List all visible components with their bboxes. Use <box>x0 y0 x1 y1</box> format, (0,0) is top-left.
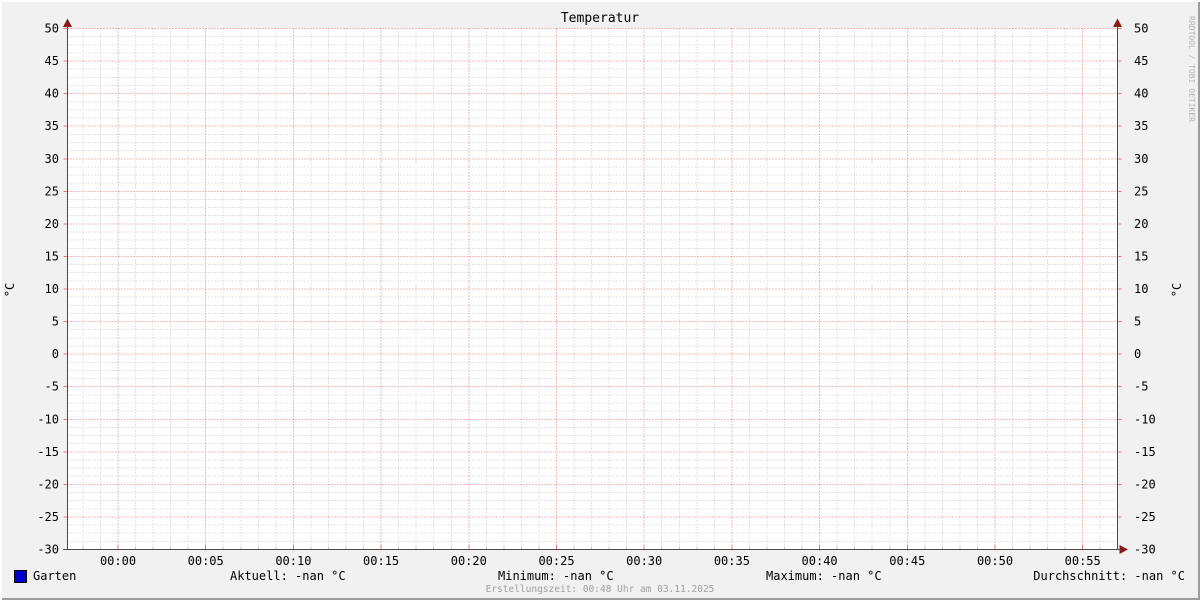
x-tick-label: 00:45 <box>889 554 925 568</box>
y-tick-label-left: -20 <box>37 477 59 491</box>
x-tick-label: 00:50 <box>977 554 1013 568</box>
y-tick-label-right: -15 <box>1134 445 1156 459</box>
y-tick-label-right: -10 <box>1134 412 1156 426</box>
legend-stat-maximum: Maximum: -nan °C <box>766 569 882 583</box>
y-tick-label-left: 35 <box>45 119 59 133</box>
y-tick-label-left: -15 <box>37 445 59 459</box>
y-tick-label-right: 45 <box>1134 54 1148 68</box>
y-tick-label-right: -25 <box>1134 510 1156 524</box>
y-tick-label-left: 50 <box>45 22 59 36</box>
y-tick-label-left: 0 <box>52 347 59 361</box>
x-tick-labels: 00:00 00:05 00:10 00:15 00:20 00:25 00:30 00:35… <box>100 554 1101 568</box>
y-tick-label-right: 30 <box>1134 152 1148 166</box>
y-tick-label-left: -5 <box>45 380 59 394</box>
x-tick-label: 00:05 <box>188 554 224 568</box>
legend-color-swatch <box>14 570 27 583</box>
x-tick-label: 00:40 <box>802 554 838 568</box>
y-tick-label-right: -30 <box>1134 543 1156 557</box>
y-tick-label-left: 10 <box>45 282 59 296</box>
x-tick-label: 00:30 <box>626 554 662 568</box>
y-tick-label-right: 25 <box>1134 184 1148 198</box>
legend-stat-aktuell: Aktuell: -nan °C <box>230 569 346 583</box>
y-tick-label-left: 30 <box>45 152 59 166</box>
y-tick-label-left: 15 <box>45 249 59 263</box>
x-tick-label: 00:10 <box>275 554 311 568</box>
axes <box>63 22 1123 550</box>
minor-gridlines <box>67 28 1118 550</box>
rrdtool-watermark: RRDTOOL / TOBI OETIKER <box>1187 16 1196 122</box>
y-tick-label-left: 40 <box>45 87 59 101</box>
y-axis-unit-left: °C <box>3 282 17 298</box>
axis-arrows <box>63 18 1128 554</box>
x-tick-label: 00:00 <box>100 554 136 568</box>
y-tick-label-left: 20 <box>45 217 59 231</box>
x-tick-label: 00:20 <box>451 554 487 568</box>
y-tick-label-left: -25 <box>37 510 59 524</box>
y-tick-label-left: -30 <box>37 543 59 557</box>
x-tick-label: 00:25 <box>538 554 574 568</box>
legend-stat-minimum: Minimum: -nan °C <box>498 569 614 583</box>
y-tick-label-left: 25 <box>45 184 59 198</box>
y-tick-label-left: -10 <box>37 412 59 426</box>
y-tick-label-right: 5 <box>1134 315 1141 329</box>
y-tick-label-left: 5 <box>52 315 59 329</box>
y-tick-label-right: 10 <box>1134 282 1148 296</box>
y-tick-label-right: 40 <box>1134 87 1148 101</box>
y-tick-label-left: 45 <box>45 54 59 68</box>
y-tick-label-right: 0 <box>1134 347 1141 361</box>
y-tick-label-right: -5 <box>1134 380 1148 394</box>
y-tick-label-right: 20 <box>1134 217 1148 231</box>
y-tick-label-right: 35 <box>1134 119 1148 133</box>
x-tick-label: 00:55 <box>1065 554 1101 568</box>
legend-series-label: Garten <box>33 569 77 583</box>
x-tick-label: 00:35 <box>714 554 750 568</box>
legend-stat-durchschnitt: Durchschnitt: -nan °C <box>1033 569 1185 583</box>
creation-time-note: Erstellungszeit: 00:48 Uhr am 03.11.2025 <box>485 584 715 595</box>
y-tick-label-right: 50 <box>1134 22 1148 36</box>
y-tick-label-right: 15 <box>1134 249 1148 263</box>
y-tick-label-right: -20 <box>1134 477 1156 491</box>
y-axis-unit-right: °C <box>1170 282 1184 298</box>
chart-title: Temperatur <box>560 11 640 26</box>
x-tick-label: 00:15 <box>363 554 399 568</box>
